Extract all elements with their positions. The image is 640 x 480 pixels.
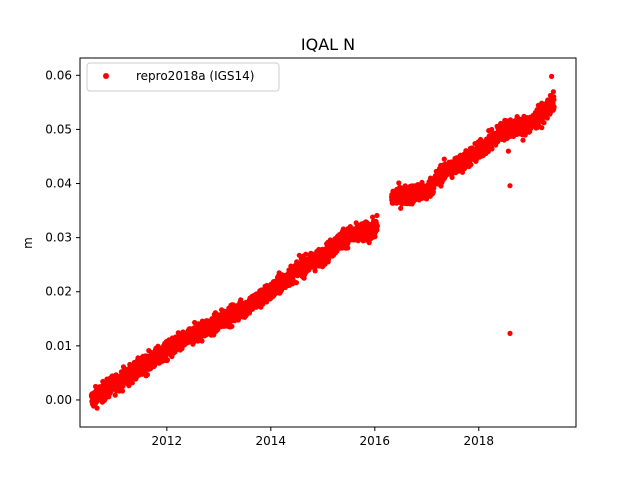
y-tick-label: 0.01	[45, 339, 72, 353]
data-point	[489, 146, 495, 152]
data-point	[293, 280, 299, 286]
y-tick-label: 0.04	[45, 177, 72, 191]
data-point	[396, 180, 402, 186]
y-axis-label: m	[21, 237, 35, 249]
data-point	[164, 357, 170, 363]
data-point	[551, 104, 557, 110]
legend-marker	[103, 73, 109, 79]
legend-entry-repro2018a: repro2018a (IGS14)	[136, 69, 254, 83]
data-point	[199, 338, 205, 344]
y-tick-label: 0.00	[45, 393, 72, 407]
data-point	[303, 251, 309, 257]
data-point	[345, 245, 351, 251]
x-tick-label: 2018	[464, 434, 495, 448]
data-point	[505, 148, 511, 154]
data-point	[544, 115, 550, 121]
data-point	[550, 89, 557, 95]
y-tick-label: 0.06	[45, 68, 72, 82]
data-point	[507, 183, 513, 189]
data-point	[539, 125, 545, 131]
data-point	[449, 174, 455, 180]
data-point	[370, 214, 376, 220]
x-tick-label: 2014	[256, 434, 287, 448]
y-tick-label: 0.05	[45, 122, 72, 136]
data-point	[129, 380, 135, 386]
data-point	[94, 405, 100, 411]
legend: repro2018a (IGS14)	[86, 62, 280, 92]
data-point	[424, 196, 430, 202]
data-point	[112, 392, 118, 398]
x-tick-label: 2016	[360, 434, 391, 448]
data-point	[520, 137, 526, 143]
y-axis: 0.00 0.01 0.02 0.03 0.04 0.05 0.06	[45, 68, 80, 407]
legend-box	[86, 62, 280, 92]
data-point	[119, 388, 126, 394]
data-point	[374, 212, 380, 219]
data-point	[398, 205, 404, 211]
data-points	[88, 73, 557, 411]
data-point	[229, 323, 235, 329]
data-point	[459, 169, 466, 175]
chart-title: IQAL N	[301, 35, 355, 54]
data-point	[441, 156, 447, 162]
data-point	[144, 372, 150, 378]
data-point	[489, 126, 495, 133]
y-tick-label: 0.02	[45, 285, 72, 299]
data-point	[468, 162, 474, 168]
x-axis: 2012 2014 2016 2018	[152, 427, 494, 448]
data-point	[366, 240, 372, 246]
x-tick-label: 2012	[152, 434, 183, 448]
y-tick-label: 0.03	[45, 231, 72, 245]
data-point	[541, 120, 547, 126]
data-point	[372, 234, 378, 240]
plot-frame	[79, 57, 577, 428]
data-point	[551, 97, 557, 103]
data-point	[507, 330, 513, 336]
data-point	[374, 223, 380, 229]
data-point	[549, 73, 555, 79]
